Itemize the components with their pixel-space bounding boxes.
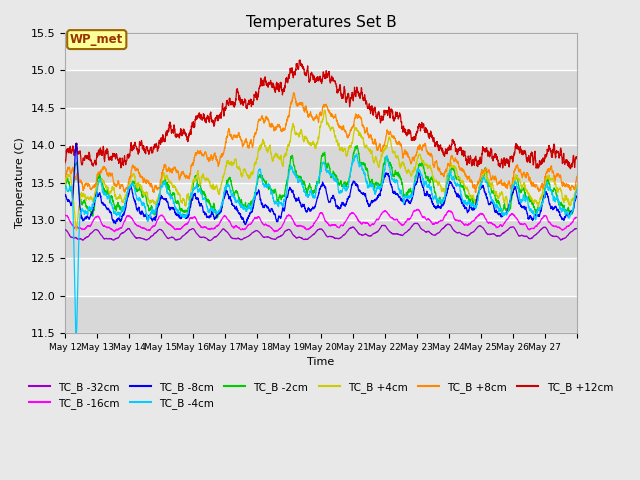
Title: Temperatures Set B: Temperatures Set B bbox=[246, 15, 396, 30]
Bar bbox=[65, 183, 577, 220]
Bar bbox=[65, 296, 577, 333]
Y-axis label: Temperature (C): Temperature (C) bbox=[15, 137, 25, 228]
X-axis label: Time: Time bbox=[307, 358, 335, 368]
Bar bbox=[65, 33, 577, 70]
Legend: TC_B -32cm, TC_B -16cm, TC_B -8cm, TC_B -4cm, TC_B -2cm, TC_B +4cm, TC_B +8cm, T: TC_B -32cm, TC_B -16cm, TC_B -8cm, TC_B … bbox=[24, 377, 617, 413]
Bar bbox=[65, 108, 577, 145]
Bar bbox=[65, 145, 577, 183]
Bar bbox=[65, 220, 577, 258]
Text: WP_met: WP_met bbox=[70, 33, 124, 46]
Bar bbox=[65, 258, 577, 296]
Bar bbox=[65, 70, 577, 108]
